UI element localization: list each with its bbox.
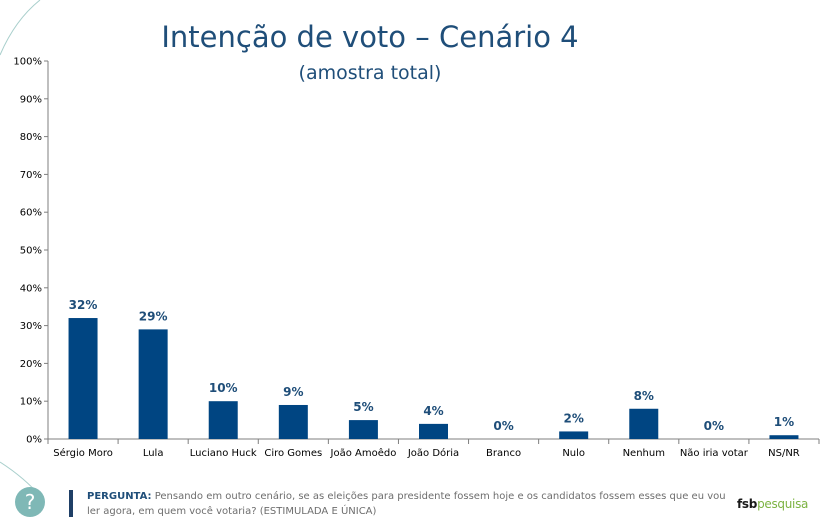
bar bbox=[278, 404, 308, 439]
data-label: 29% bbox=[139, 309, 168, 323]
y-tick-label: 30% bbox=[20, 321, 42, 332]
bar bbox=[559, 431, 589, 439]
bar bbox=[68, 318, 98, 439]
question-note: PERGUNTA: Pensando em outro cenário, se … bbox=[87, 489, 727, 519]
y-tick-label: 70% bbox=[20, 170, 42, 181]
data-label: 10% bbox=[209, 381, 238, 395]
data-label: 32% bbox=[69, 298, 98, 312]
bar bbox=[629, 408, 659, 439]
question-text: Pensando em outro cenário, se as eleiçõe… bbox=[87, 491, 726, 517]
category-label: Nenhum bbox=[623, 448, 665, 459]
data-label: 5% bbox=[353, 400, 373, 414]
logo-part-fsb: fsb bbox=[737, 497, 758, 511]
bar bbox=[419, 423, 448, 439]
y-tick-label: 90% bbox=[20, 94, 42, 105]
data-label: 0% bbox=[704, 419, 724, 433]
category-label: Luciano Huck bbox=[190, 448, 257, 459]
logo-part-pesquisa: pesquisa bbox=[757, 497, 809, 511]
category-label: Nulo bbox=[562, 448, 585, 459]
category-label: Não iria votar bbox=[680, 448, 749, 459]
data-label: 2% bbox=[563, 411, 583, 425]
category-label: Sérgio Moro bbox=[53, 447, 113, 459]
category-label: Lula bbox=[143, 448, 164, 459]
y-tick-label: 50% bbox=[20, 246, 42, 257]
bar bbox=[208, 401, 238, 439]
y-tick-label: 0% bbox=[26, 435, 42, 446]
category-label: NS/NR bbox=[768, 448, 800, 459]
category-label: João Amoêdo bbox=[330, 447, 397, 459]
category-label: Ciro Gomes bbox=[264, 448, 322, 459]
y-tick-label: 20% bbox=[20, 359, 42, 370]
question-label: PERGUNTA: bbox=[87, 491, 152, 502]
chart-subtitle: (amostra total) bbox=[298, 62, 442, 84]
data-label: 0% bbox=[493, 419, 513, 433]
bar bbox=[348, 420, 378, 439]
bar bbox=[138, 329, 168, 439]
category-label: João Dória bbox=[407, 447, 459, 459]
fsb-logo: fsbpesquisa bbox=[737, 497, 808, 511]
bar bbox=[769, 435, 799, 439]
data-label: 1% bbox=[774, 415, 794, 429]
y-tick-label: 10% bbox=[20, 397, 42, 408]
help-icon: ? bbox=[15, 487, 45, 517]
footer-accent-bar bbox=[69, 490, 73, 517]
y-tick-label: 100% bbox=[13, 57, 42, 68]
y-tick-label: 60% bbox=[20, 208, 42, 219]
category-label: Branco bbox=[486, 448, 521, 459]
y-tick-label: 40% bbox=[20, 283, 42, 294]
chart-title: Intenção de voto – Cenário 4 bbox=[161, 20, 579, 54]
data-label: 4% bbox=[423, 404, 443, 418]
data-label: 8% bbox=[634, 389, 654, 403]
y-tick-label: 80% bbox=[20, 132, 42, 143]
data-label: 9% bbox=[283, 385, 303, 399]
